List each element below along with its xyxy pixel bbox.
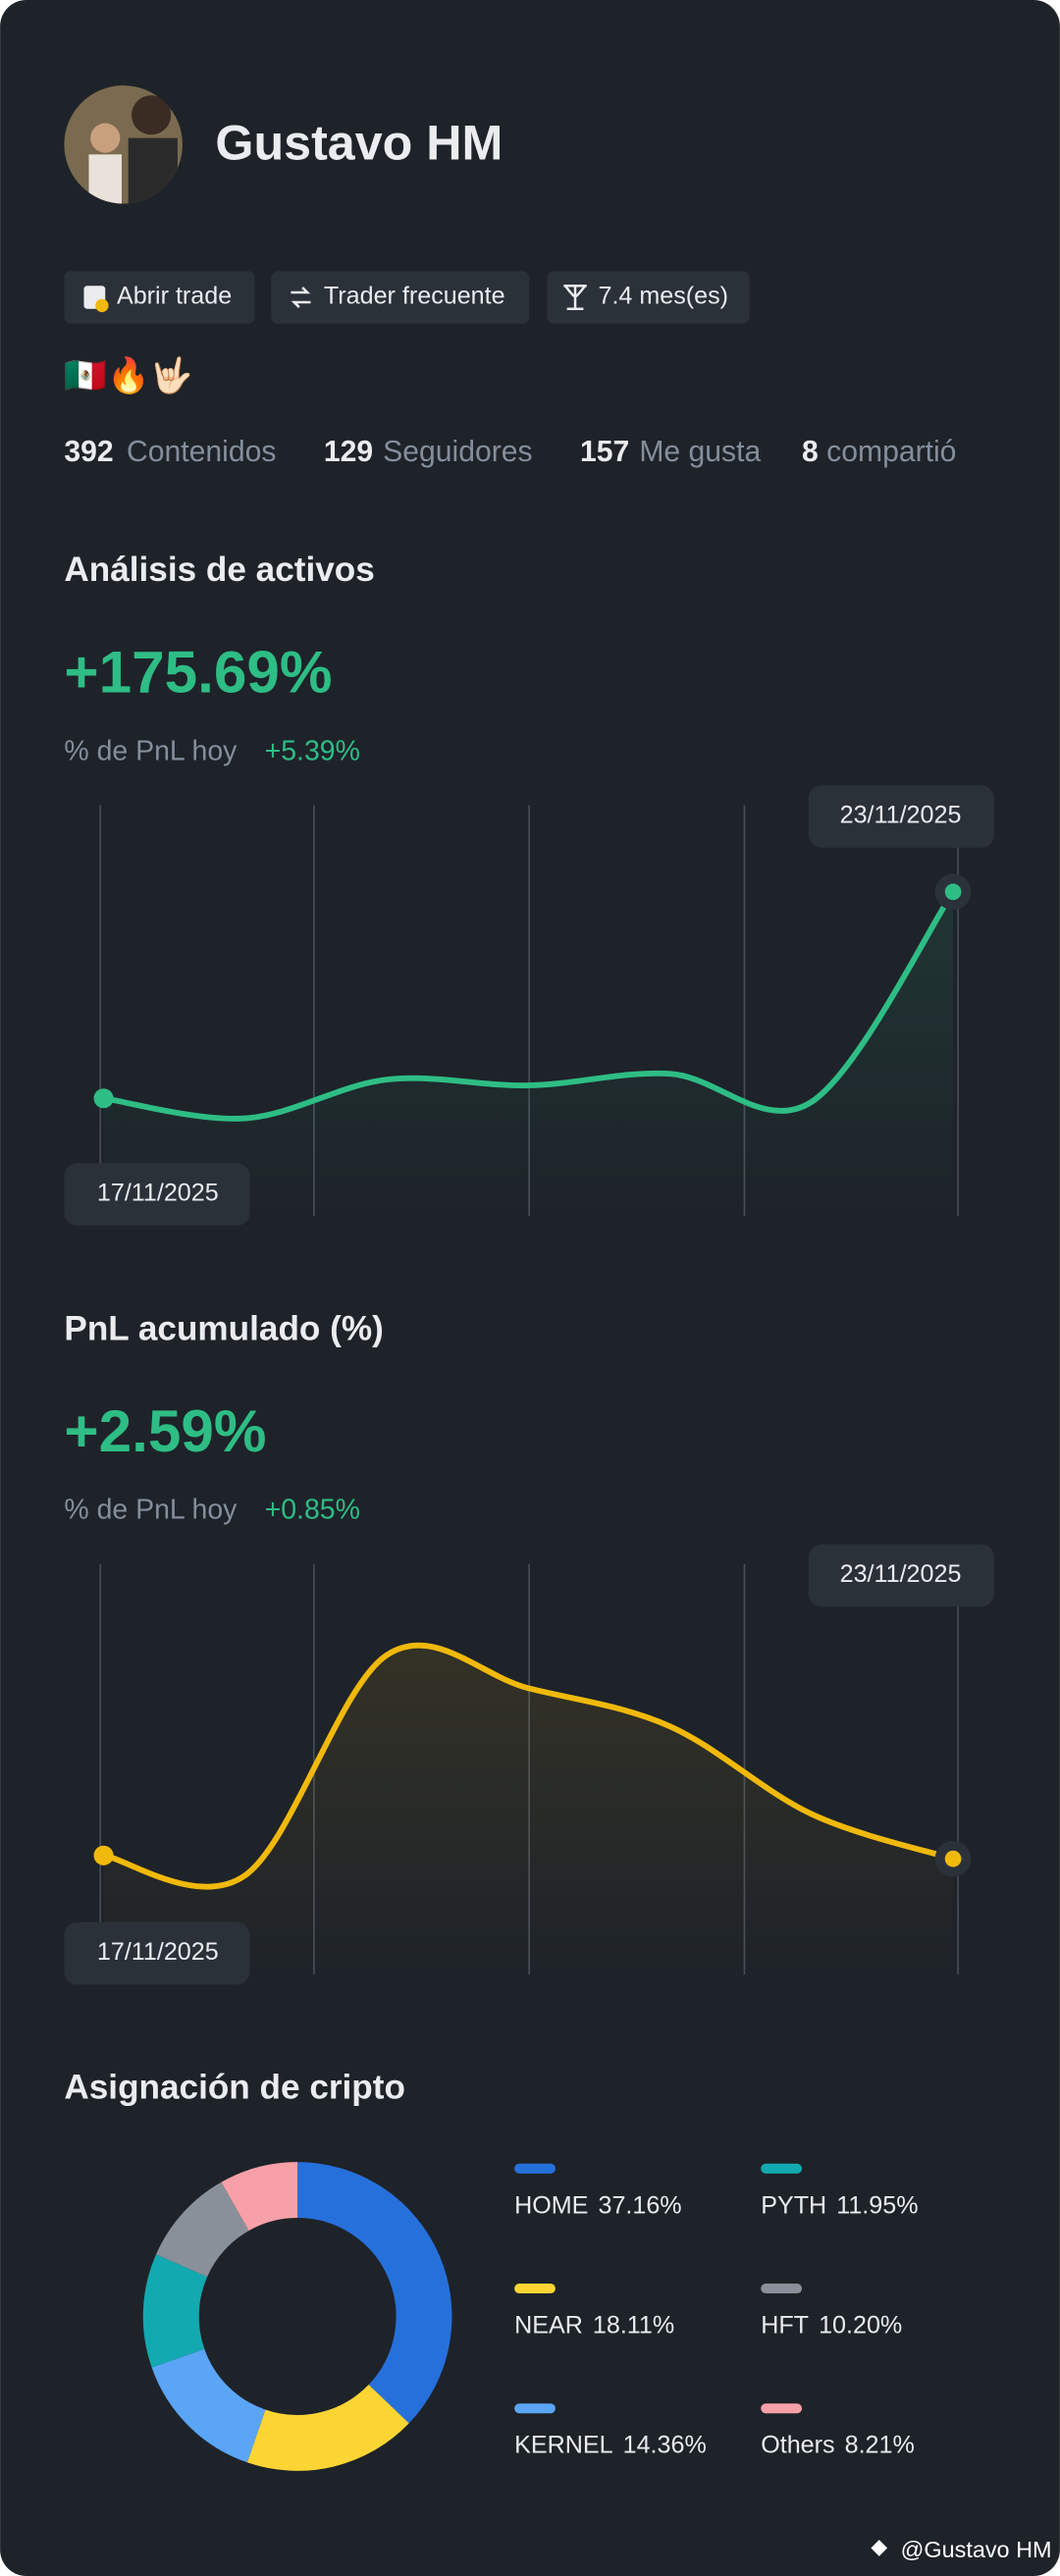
section-title: Asignación de cripto <box>64 2069 405 2107</box>
legend-swatch <box>514 2403 556 2414</box>
legend-value: 37.16% <box>598 2191 681 2219</box>
date-label: 17/11/2025 <box>97 1180 219 1207</box>
badge-label: Abrir trade <box>117 283 232 310</box>
subtitle: % de PnL hoy <box>64 1495 238 1526</box>
stat-value: 129 <box>324 436 373 468</box>
subtitle-value: +0.85% <box>265 1495 360 1526</box>
user-name: Gustavo HM <box>215 115 503 170</box>
start-point <box>93 1088 114 1109</box>
legend-entry: NEAR 18.11% <box>514 2311 674 2339</box>
legend-name: KERNEL <box>514 2431 613 2458</box>
stat-value: 392 <box>64 436 113 468</box>
legend-entry: HFT 10.20% <box>761 2311 902 2339</box>
date-label: 23/11/2025 <box>840 802 962 829</box>
stat-value: 157 <box>580 436 629 468</box>
legend-name: HOME <box>514 2191 588 2219</box>
subtitle: % de PnL hoy <box>64 735 238 766</box>
headline-value: +2.59% <box>64 1397 266 1464</box>
legend-swatch <box>514 2163 556 2174</box>
stat-label[interactable]: Seguidores <box>383 436 532 468</box>
date-label: 23/11/2025 <box>840 1560 962 1588</box>
legend-value: 14.36% <box>623 2431 707 2458</box>
charts: Análisis de activos +175.69% % de PnL hoy +… <box>64 551 994 2471</box>
legend-value: 8.21% <box>845 2431 915 2458</box>
avatar[interactable] <box>64 85 183 204</box>
legend-swatch <box>761 2163 803 2174</box>
badge[interactable]: Trader frecuente <box>271 271 530 324</box>
legend-swatch <box>514 2284 556 2294</box>
donut-segment <box>151 2347 267 2463</box>
stat-label[interactable]: Contenidos <box>127 436 276 468</box>
donut-segment <box>296 2162 452 2424</box>
legend-entry: KERNEL 14.36% <box>514 2431 707 2458</box>
donut-segment <box>156 2182 250 2278</box>
subtitle-value: +5.39% <box>265 735 360 766</box>
legend-swatch <box>761 2284 803 2294</box>
badge-label: 7.4 mes(es) <box>598 283 728 310</box>
stat-label[interactable]: compartió <box>826 436 956 468</box>
emojis: 🇲🇽🔥🤟🏻 <box>64 355 192 396</box>
end-point <box>944 883 962 901</box>
legend-entry: Others 8.21% <box>761 2431 915 2458</box>
legend-value: 18.11% <box>593 2311 674 2339</box>
line <box>100 888 957 1122</box>
stat-label[interactable]: Me gusta <box>639 436 761 468</box>
badge[interactable]: Abrir trade <box>64 271 255 324</box>
badge[interactable]: 7.4 mes(es) <box>547 271 750 324</box>
watermark: @Gustavo HM <box>901 2537 1052 2562</box>
legend-name: Others <box>761 2431 834 2458</box>
badge-label: Trader frecuente <box>324 283 505 310</box>
line <box>100 1642 957 1890</box>
legend-name: HFT <box>761 2311 809 2339</box>
line-area <box>103 1645 954 1975</box>
donut-segment <box>142 2254 208 2368</box>
end-point <box>944 1850 962 1867</box>
date-tooltip <box>808 1544 994 1607</box>
date-label: 17/11/2025 <box>97 1938 219 1966</box>
legend-name: PYTH <box>761 2191 826 2219</box>
legend-value: 10.20% <box>819 2311 902 2339</box>
donut-segment <box>221 2162 298 2232</box>
stat-value: 8 <box>802 436 819 468</box>
date-tooltip <box>808 785 994 848</box>
section-title: Análisis de activos <box>64 551 374 589</box>
headline-value: +175.69% <box>64 639 332 706</box>
section-title: PnL acumulado (%) <box>64 1309 383 1347</box>
logo <box>871 2540 888 2556</box>
legend-name: NEAR <box>514 2311 583 2339</box>
legend-swatch <box>761 2403 803 2414</box>
legend-entry: HOME 37.16% <box>514 2191 682 2219</box>
legend-value: 11.95% <box>836 2191 918 2219</box>
line-area <box>103 891 954 1216</box>
legend-entry: PYTH 11.95% <box>761 2191 918 2219</box>
start-point <box>93 1845 114 1866</box>
date-tooltip <box>64 1921 250 1985</box>
donut-segment <box>246 2384 409 2471</box>
date-tooltip <box>64 1163 250 1226</box>
